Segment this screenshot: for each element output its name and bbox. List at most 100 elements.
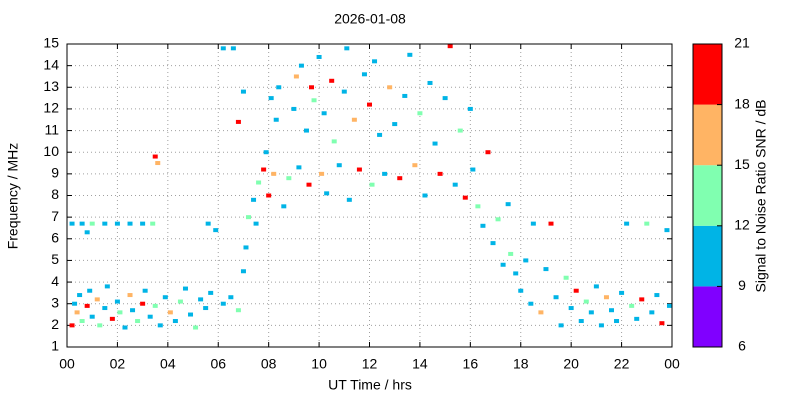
data-point [127,293,133,298]
data-point [167,310,173,315]
data-point [437,171,443,176]
data-point [598,323,604,328]
data-point [427,80,433,85]
data-point [316,54,322,59]
data-point [263,150,269,155]
data-point [336,163,342,168]
colorbar-tick-label: 15 [734,156,750,172]
y-axis-label: Frequency / MHz [5,143,21,250]
colorbar-tick-label: 6 [738,338,746,354]
y-tick-label: 13 [43,78,59,94]
data-point [573,288,579,293]
data-point [644,221,650,226]
data-point [182,286,188,291]
data-point [387,85,393,90]
data-point [583,299,589,304]
y-tick-label: 14 [43,56,59,72]
data-point [518,288,524,293]
data-point [324,191,330,196]
data-point [228,295,234,300]
data-point [457,128,463,133]
data-point [286,176,292,181]
data-point [593,284,599,289]
data-point [412,163,418,168]
data-point [157,323,163,328]
data-point [102,306,108,311]
data-point [230,46,236,51]
y-tick-label: 5 [51,251,59,267]
data-point [505,202,511,207]
data-point [276,85,282,90]
data-point [619,290,625,295]
data-point [402,93,408,98]
data-point [356,167,362,172]
data-point [351,117,357,122]
data-point [649,310,655,315]
data-point [361,72,367,77]
colorbar-tick-label: 12 [734,217,750,233]
x-tick-label: 20 [563,356,579,372]
data-point [490,241,496,246]
data-point [97,323,103,328]
data-point [152,154,158,159]
data-point [89,314,95,319]
data-point [422,193,428,198]
y-tick-label: 6 [51,229,59,245]
data-point [84,303,90,308]
data-point [79,319,85,324]
y-tick-label: 12 [43,100,59,116]
data-point [150,221,156,226]
data-point [117,310,123,315]
y-tick-label: 9 [51,165,59,181]
data-point [553,295,559,300]
data-point [89,221,95,226]
x-tick-label: 00 [59,356,75,372]
data-point [369,182,375,187]
x-tick-label: 12 [362,356,378,372]
data-point [367,102,372,107]
data-point [603,295,609,300]
data-point [331,139,337,144]
y-tick-label: 15 [43,35,59,51]
data-point [377,132,383,137]
data-point [127,221,133,226]
y-tick-label: 7 [51,208,59,224]
data-point [240,89,246,94]
data-point [467,106,473,111]
data-point [256,180,262,185]
data-point [659,321,665,326]
data-point [109,316,115,321]
data-point [558,323,564,328]
data-point [135,319,141,324]
data-point [72,301,78,306]
data-point [442,96,448,101]
data-point [79,221,85,226]
colorbar-segment [693,104,722,166]
x-tick-label: 10 [311,356,327,372]
data-point [152,303,158,308]
data-point [397,176,403,181]
data-point [528,301,534,306]
data-point [392,122,398,127]
data-point [452,182,458,187]
data-point [634,316,640,321]
data-point [114,221,120,226]
colorbar-segment [693,225,722,287]
data-point [639,297,645,302]
data-point [140,221,146,226]
data-point [193,325,199,330]
data-point [447,44,453,49]
data-point [417,111,423,116]
data-point [243,245,249,250]
data-point [94,297,100,302]
data-point [609,308,614,313]
x-axis-label: UT Time / hrs [328,377,412,393]
data-point [382,171,388,176]
data-point [147,314,153,319]
data-point [273,117,279,122]
data-point [344,46,350,51]
data-point [311,98,317,103]
data-point [172,319,178,324]
colorbar-frame [692,43,723,348]
data-point [530,221,536,226]
